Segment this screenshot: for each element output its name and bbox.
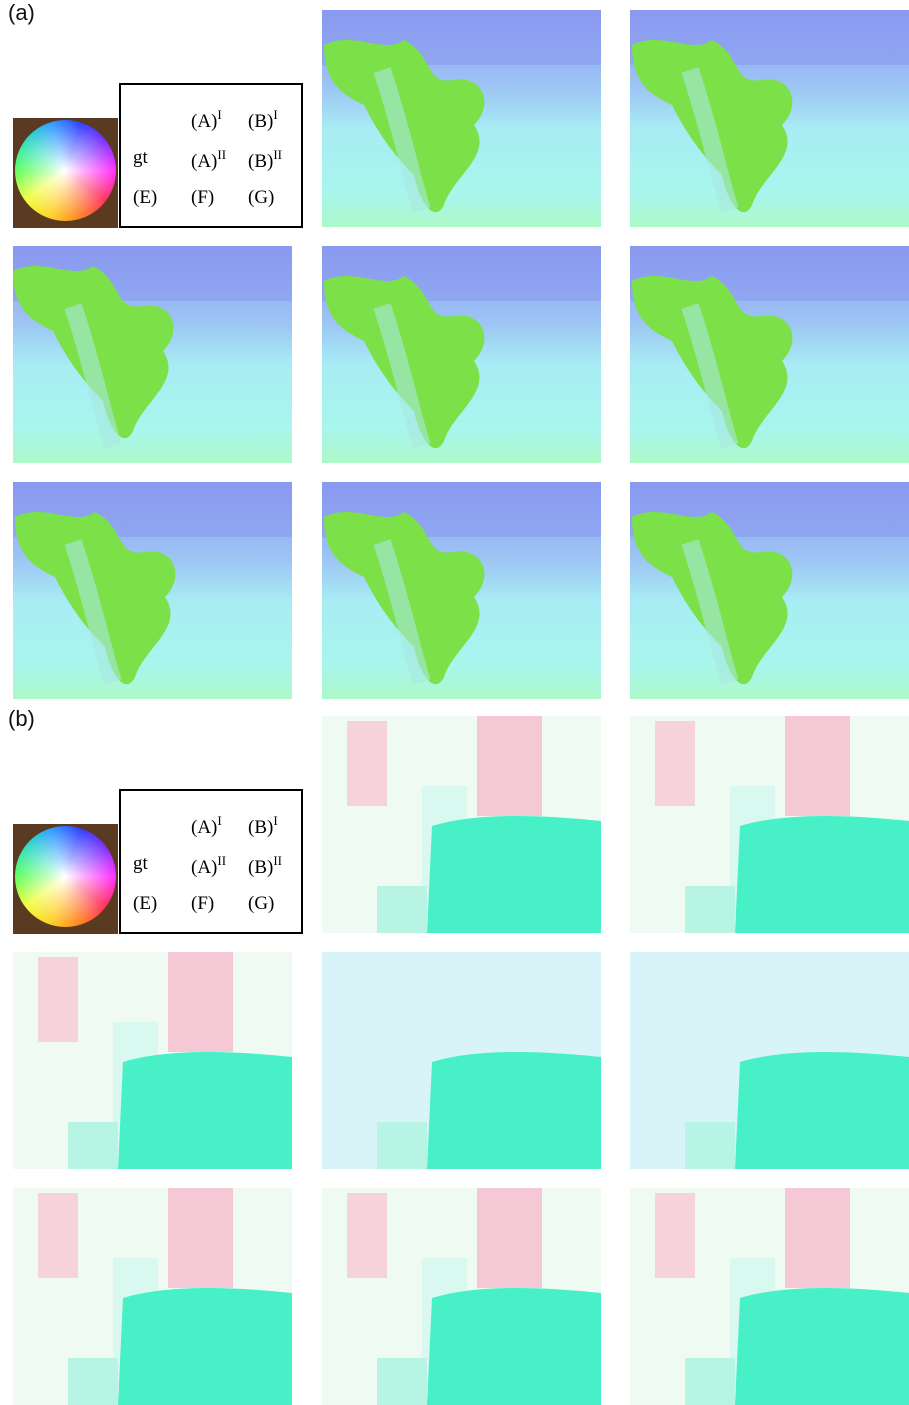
legend-text: (B): [248, 151, 273, 172]
legend-text: (F): [191, 187, 214, 208]
legend-text: (A): [191, 111, 217, 132]
legend-superscript: I: [273, 813, 277, 828]
flow-field: [322, 952, 601, 1169]
legend-entry: (A)I: [191, 813, 222, 839]
flow-image: [13, 482, 292, 699]
flow-field: [630, 10, 909, 227]
legend-text: (B): [248, 817, 273, 838]
legend-entry: (G): [248, 187, 274, 209]
flow-field: [13, 1188, 292, 1405]
legend-text: gt: [133, 853, 148, 874]
legend-superscript: II: [273, 147, 282, 162]
flow-image: [630, 952, 909, 1169]
legend-text: (F): [191, 893, 214, 914]
flow-image: [322, 246, 601, 463]
flow-field: [13, 246, 292, 463]
wheel-disk: [15, 826, 116, 927]
legend-entry: (F): [191, 187, 214, 209]
legend-entry: (G): [248, 893, 274, 915]
legend-text: (G): [248, 187, 274, 208]
legend-entry: (F): [191, 893, 214, 915]
flow-field: [630, 1188, 909, 1405]
flow-image: [322, 716, 601, 933]
legend-text: (B): [248, 857, 273, 878]
legend-entry: (B)II: [248, 853, 282, 879]
flow-field: [13, 482, 292, 699]
flow-image: [322, 1188, 601, 1405]
flow-image: [13, 952, 292, 1169]
legend-entry: gt: [133, 853, 148, 875]
flow-image: [630, 482, 909, 699]
flow-field: [630, 716, 909, 933]
flow-image: [630, 1188, 909, 1405]
flow-field: [630, 246, 909, 463]
legend-entry: gt: [133, 147, 148, 169]
legend-text: gt: [133, 147, 148, 168]
flow-image: [13, 246, 292, 463]
flow-field: [322, 482, 601, 699]
legend-entry: (E): [133, 187, 157, 209]
legend-text: (G): [248, 893, 274, 914]
legend-superscript: I: [217, 813, 221, 828]
wheel-disk: [15, 120, 116, 221]
legend-entry: (A)I: [191, 107, 222, 133]
color-wheel: [13, 824, 118, 934]
legend-entry: (E): [133, 893, 157, 915]
flow-field: [322, 1188, 601, 1405]
legend-entry: (B)II: [248, 147, 282, 173]
legend-superscript: I: [273, 107, 277, 122]
legend-text: (B): [248, 111, 273, 132]
flow-image: [630, 246, 909, 463]
flow-field: [322, 10, 601, 227]
panel-label: (a): [8, 0, 35, 26]
legend-superscript: I: [217, 107, 221, 122]
legend-text: (A): [191, 151, 217, 172]
legend-superscript: II: [217, 147, 226, 162]
flow-field: [630, 952, 909, 1169]
flow-image: [13, 1188, 292, 1405]
flow-image: [322, 482, 601, 699]
legend-entry: (A)II: [191, 147, 226, 173]
legend-text: (A): [191, 817, 217, 838]
legend-entry: (B)I: [248, 107, 278, 133]
flow-image: [322, 952, 601, 1169]
flow-image: [322, 10, 601, 227]
flow-image: [630, 716, 909, 933]
color-wheel: [13, 118, 118, 228]
legend-superscript: II: [217, 853, 226, 868]
legend-text: (E): [133, 187, 157, 208]
panel-label: (b): [8, 706, 35, 732]
flow-image: [630, 10, 909, 227]
flow-field: [322, 716, 601, 933]
flow-field: [630, 482, 909, 699]
legend-text: (A): [191, 857, 217, 878]
flow-field: [13, 952, 292, 1169]
page: {"panels": [ {"label": "(a)", "legend": …: [0, 0, 909, 1402]
legend-text: (E): [133, 893, 157, 914]
flow-field: [322, 246, 601, 463]
legend-entry: (B)I: [248, 813, 278, 839]
legend-entry: (A)II: [191, 853, 226, 879]
figure: (a) (A)I(B)Igt(A)II(B)II(E)(F)(G)(b): [0, 0, 909, 1402]
legend-superscript: II: [273, 853, 282, 868]
